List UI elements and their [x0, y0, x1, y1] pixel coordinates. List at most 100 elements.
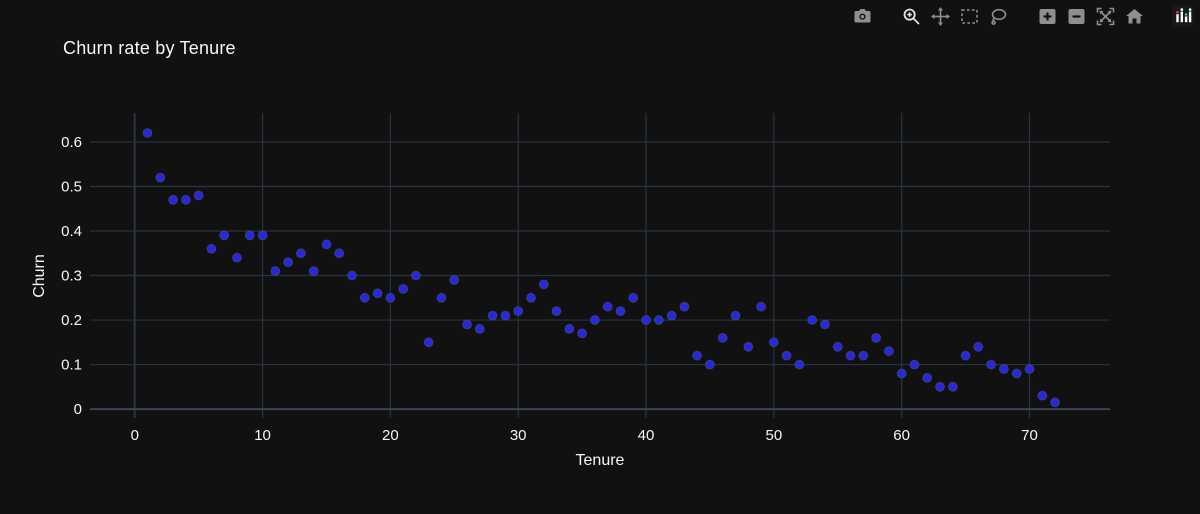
scatter-point[interactable] [513, 306, 524, 317]
scatter-point[interactable] [615, 306, 626, 317]
scatter-point[interactable] [1037, 390, 1048, 401]
scatter-point[interactable] [986, 359, 996, 370]
modebar-group-download [844, 4, 873, 28]
scatter-point[interactable] [794, 359, 805, 370]
x-axis-title: Tenure [575, 452, 625, 469]
x-tick-label: 50 [765, 427, 782, 444]
modebar-group-logo [1165, 4, 1194, 28]
x-tick-label: 70 [1021, 427, 1038, 444]
lasso-select-icon[interactable] [987, 4, 1009, 28]
autoscale-icon[interactable] [1094, 4, 1116, 28]
zoom-icon[interactable] [900, 4, 922, 28]
scatter-point[interactable] [807, 315, 818, 325]
scatter-point[interactable] [641, 315, 651, 325]
scatter-point[interactable] [500, 310, 511, 321]
scatter-point[interactable] [1024, 364, 1035, 374]
scatter-point[interactable] [577, 328, 587, 339]
scatter-point[interactable] [845, 350, 856, 361]
scatter-point[interactable] [999, 364, 1009, 374]
scatter-point[interactable] [653, 315, 664, 325]
plotly-logo-icon[interactable] [1172, 4, 1194, 28]
scatter-point[interactable] [960, 350, 971, 361]
scatter-point[interactable] [372, 288, 383, 299]
scatter-point[interactable] [359, 292, 370, 303]
scatter-point[interactable] [257, 230, 268, 241]
scatter-point[interactable] [717, 333, 728, 343]
modebar-group-dragmode [893, 4, 1009, 28]
scatter-point[interactable] [1050, 397, 1060, 408]
scatter-point[interactable] [820, 319, 830, 330]
scatter-point[interactable] [244, 230, 255, 241]
scatter-point[interactable] [973, 341, 984, 352]
scatter-point[interactable] [334, 248, 345, 259]
scatter-point[interactable] [858, 350, 869, 361]
scatter-point[interactable] [232, 252, 242, 263]
scatter-point[interactable] [590, 315, 600, 325]
scatter-point[interactable] [896, 368, 907, 379]
scatter-point[interactable] [756, 301, 766, 312]
scatter-point[interactable] [385, 292, 396, 303]
x-tick-label: 0 [131, 427, 139, 444]
scatter-point[interactable] [666, 310, 677, 321]
scatter-point[interactable] [538, 279, 549, 290]
reset-axes-home-icon[interactable] [1123, 4, 1145, 28]
scatter-point[interactable] [628, 292, 639, 303]
scatter-point[interactable] [270, 266, 281, 277]
scatter-point[interactable] [832, 341, 843, 352]
y-axis-title: Churn [31, 254, 48, 298]
scatter-point[interactable] [181, 194, 191, 205]
scatter-point[interactable] [193, 190, 204, 201]
scatter-point[interactable] [155, 172, 166, 183]
scatter-point[interactable] [692, 350, 702, 361]
scatter-point[interactable] [206, 243, 217, 254]
modebar [824, 4, 1194, 28]
scatter-point[interactable] [705, 359, 715, 370]
x-tick-label: 10 [254, 427, 271, 444]
x-tick-label: 60 [893, 427, 910, 444]
scatter-point[interactable] [768, 337, 779, 348]
scatter-point[interactable] [551, 306, 562, 317]
scatter-point[interactable] [411, 270, 421, 281]
pan-icon[interactable] [929, 4, 951, 28]
scatter-point[interactable] [947, 381, 958, 392]
scatter-point[interactable] [1011, 368, 1022, 379]
scatter-point[interactable] [423, 337, 434, 348]
box-select-icon[interactable] [958, 4, 980, 28]
scatter-point[interactable] [871, 333, 881, 343]
scatter-point[interactable] [526, 292, 536, 303]
scatter-point[interactable] [436, 292, 447, 303]
y-tick-label: 0.2 [61, 312, 82, 329]
scatter-point[interactable] [679, 301, 690, 312]
scatter-point[interactable] [781, 350, 792, 361]
scatter-point[interactable] [884, 346, 894, 357]
scatter-point[interactable] [398, 284, 409, 294]
camera-icon[interactable] [851, 4, 873, 28]
scatter-point[interactable] [474, 324, 485, 334]
x-tick-label: 20 [382, 427, 399, 444]
chart-title: Churn rate by Tenure [63, 38, 236, 58]
scatter-point[interactable] [168, 194, 179, 205]
scatter-point[interactable] [462, 319, 473, 330]
scatter-point[interactable] [730, 310, 741, 321]
scatter-point[interactable] [219, 230, 230, 241]
scatter-point[interactable] [564, 324, 575, 334]
zoom-out-icon[interactable] [1065, 4, 1087, 28]
scatter-point[interactable] [487, 310, 498, 321]
scatter-point[interactable] [347, 270, 357, 281]
scatter-point[interactable] [321, 239, 332, 250]
y-tick-label: 0.6 [61, 134, 82, 151]
scatter-point[interactable] [743, 341, 754, 352]
zoom-in-icon[interactable] [1036, 4, 1058, 28]
x-tick-label: 30 [510, 427, 527, 444]
scatter-point[interactable] [296, 248, 306, 259]
scatter-point[interactable] [142, 128, 153, 138]
scatter-point[interactable] [909, 359, 920, 370]
scatter-point[interactable] [602, 301, 613, 312]
scatter-point[interactable] [935, 381, 945, 392]
scatter-point[interactable] [922, 373, 933, 383]
scatter-point[interactable] [449, 275, 460, 285]
scatter-point[interactable] [308, 266, 319, 277]
scatter-point[interactable] [283, 257, 294, 268]
